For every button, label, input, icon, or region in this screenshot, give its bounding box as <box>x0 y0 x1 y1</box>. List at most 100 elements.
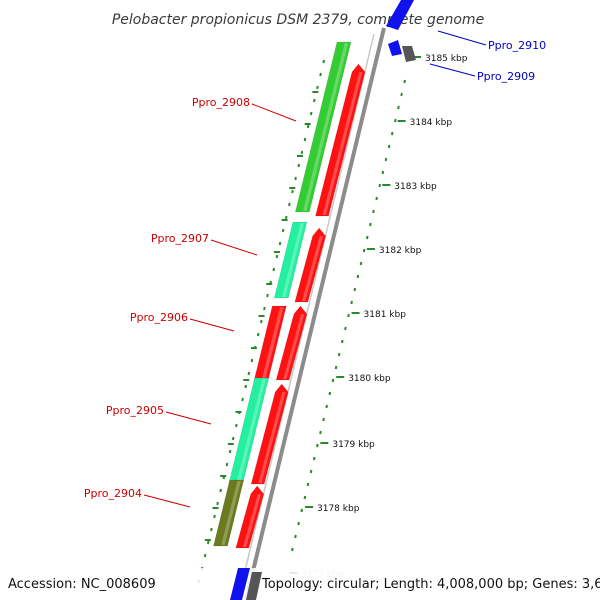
leader-line-Ppro_2906 <box>189 318 235 332</box>
ruler-dot <box>275 254 279 259</box>
ruler-dot <box>316 443 319 448</box>
reverse-gene-1[interactable] <box>315 63 366 217</box>
left-dotted-ruler <box>197 59 325 584</box>
gene-Ppro_2909[interactable] <box>402 46 416 62</box>
forward-strand-genes <box>213 41 352 547</box>
ruler-dot <box>316 85 319 90</box>
gene-Ppro_2905-highlight <box>236 379 266 481</box>
reverse-strand-genes <box>235 63 366 549</box>
leader-line-Ppro_2908 <box>251 103 297 122</box>
ruler-dot <box>250 358 254 363</box>
gene-Ppro_2910[interactable] <box>386 0 414 30</box>
ruler-dot <box>225 462 229 467</box>
gene-Ppro_2908-highlight <box>303 43 349 211</box>
ruler-dot <box>309 111 313 116</box>
gene-Ppro_2908[interactable] <box>295 41 352 213</box>
gene-Ppro_2906[interactable] <box>253 305 287 383</box>
ruler-dot <box>256 332 260 337</box>
scale-tick-label: 3180 kbp <box>348 374 391 384</box>
right-dotted-ruler <box>291 79 406 552</box>
ruler-dot <box>303 495 307 500</box>
reverse-gene-3-highlight <box>283 314 305 379</box>
ruler-dot <box>291 189 294 194</box>
ruler-dot <box>378 183 382 188</box>
ruler-dot <box>313 98 316 103</box>
gene-label-Ppro_2909[interactable]: Ppro_2909 <box>477 70 535 83</box>
gene-labels: Ppro_2908 Ppro_2907 Ppro_2906 Ppro_2905 Ppro… <box>84 30 546 508</box>
ruler-dot <box>331 378 335 383</box>
reverse-gene-2-highlight <box>302 236 324 301</box>
ruler-dot <box>297 163 301 168</box>
ruler-dot <box>353 287 357 292</box>
ruler-dot <box>403 79 406 84</box>
ruler-dot <box>281 228 285 233</box>
ruler-dot <box>294 176 297 181</box>
ruler-dot <box>328 391 332 396</box>
gene-label-Ppro_2907[interactable]: Ppro_2907 <box>151 232 209 245</box>
ruler-dot <box>347 313 350 318</box>
ruler-dot <box>306 124 310 129</box>
reverse-gene-5-highlight <box>242 494 262 547</box>
ruler-dot <box>297 521 300 526</box>
ruler-dot <box>203 553 207 558</box>
gene-label-Ppro_2904[interactable]: Ppro_2904 <box>84 487 142 500</box>
ruler-dot <box>319 430 322 435</box>
scale-ruler: 3185 kbp 3184 kbp 3183 kbp 3182 kbp 3181 kbp… <box>197 54 468 584</box>
gene-Ppro_2907[interactable] <box>273 221 308 299</box>
ruler-dot <box>291 547 294 552</box>
gene-label-Ppro_2905[interactable]: Ppro_2905 <box>106 404 164 417</box>
ruler-dot <box>206 540 210 545</box>
ruler-dot <box>241 397 244 402</box>
scale-tick-label: 3185 kbp <box>425 54 468 64</box>
ruler-dot <box>384 157 388 162</box>
ruler-dot <box>219 488 223 493</box>
ruler-dot <box>397 105 400 110</box>
map-title: Pelobacter propionicus DSM 2379, complet… <box>112 12 484 28</box>
scale-tick-label: 3184 kbp <box>410 118 453 128</box>
ruler-dot <box>284 215 288 220</box>
ruler-dot <box>231 436 235 441</box>
gene-Ppro_2904[interactable] <box>213 479 245 547</box>
gene-Ppro_2910-part[interactable] <box>388 40 402 56</box>
scale-tick-label: 3178 kbp <box>317 504 360 514</box>
bottom-gene-blue[interactable] <box>230 568 250 600</box>
accession-text: Accession: NC_008609 <box>8 577 156 592</box>
reverse-gene-4-highlight <box>258 392 286 483</box>
ruler-dot <box>322 59 325 64</box>
gene-label-Ppro_2910[interactable]: Ppro_2910 <box>488 39 546 52</box>
ruler-dot <box>216 501 219 506</box>
ruler-dot <box>309 469 313 474</box>
ruler-dot <box>272 267 276 272</box>
ruler-dot <box>322 417 325 422</box>
reverse-gene-4[interactable] <box>250 383 289 485</box>
bottom-genes <box>230 568 262 600</box>
gene-label-Ppro_2908[interactable]: Ppro_2908 <box>192 96 250 109</box>
ruler-dot <box>300 508 304 513</box>
ruler-dot <box>247 371 251 376</box>
gene-Ppro_2907-highlight <box>281 223 305 297</box>
scale-tick-label: 3179 kbp <box>332 440 375 450</box>
top-genes <box>386 0 416 62</box>
reverse-gene-3[interactable] <box>275 305 308 381</box>
ruler-dot <box>278 241 282 246</box>
ruler-dot <box>288 202 291 207</box>
ruler-dot <box>400 92 403 97</box>
ruler-dot <box>312 456 316 461</box>
ruler-dot <box>306 482 310 487</box>
ruler-dot <box>387 144 391 149</box>
ruler-dot <box>294 534 297 539</box>
reverse-gene-2[interactable] <box>294 227 326 303</box>
ruler-dot <box>263 306 266 311</box>
ruler-dot <box>341 339 344 344</box>
ruler-dot <box>369 222 372 227</box>
reverse-gene-1-highlight <box>322 72 363 215</box>
ruler-dot <box>266 293 269 298</box>
reverse-gene-5[interactable] <box>235 485 264 549</box>
ruler-dot <box>390 131 394 136</box>
scale-tick-label: 3181 kbp <box>364 310 407 320</box>
ruler-dot <box>303 137 307 142</box>
bottom-gene-gray[interactable] <box>246 572 262 600</box>
gene-label-Ppro_2906[interactable]: Ppro_2906 <box>130 311 188 324</box>
